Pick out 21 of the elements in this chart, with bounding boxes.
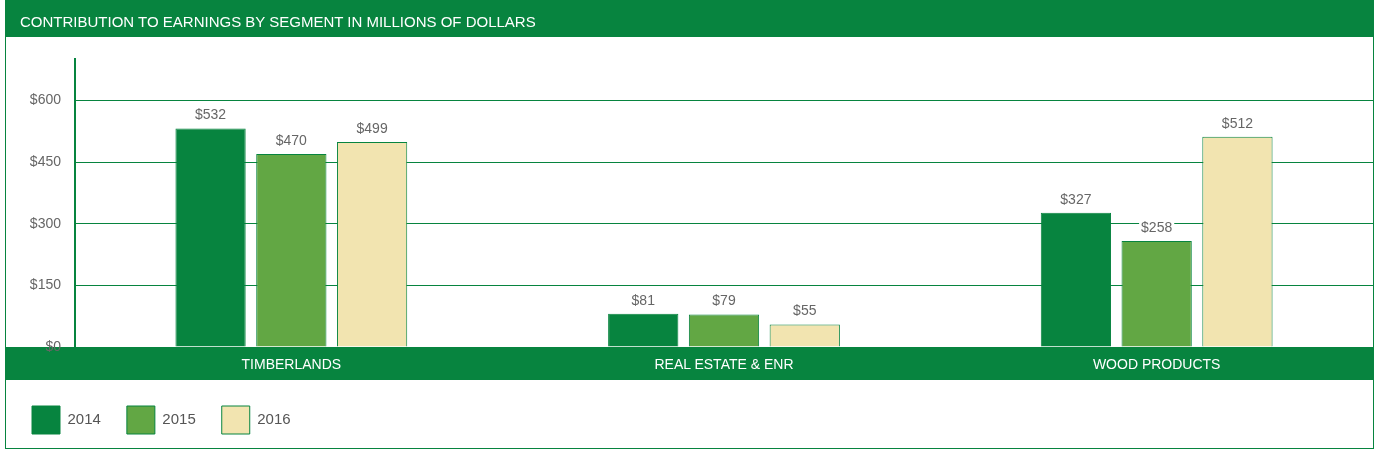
- data-label: $258: [1141, 218, 1173, 235]
- data-label: $470: [275, 131, 308, 148]
- data-label: $532: [194, 106, 227, 123]
- y-tick-label: $450: [29, 152, 62, 169]
- x-tick-label: WOOD PRODUCTS: [1092, 356, 1221, 373]
- x-tick-label: REAL ESTATE & ENR: [654, 356, 794, 373]
- data-label: $327: [1060, 190, 1092, 207]
- x-tick-label: TIMBERLANDS: [241, 356, 342, 373]
- data-label: $499: [356, 119, 388, 136]
- data-label: $81: [631, 291, 656, 308]
- data-label: $512: [1221, 114, 1254, 131]
- bar: [608, 313, 679, 347]
- y-tick-label: $300: [29, 214, 62, 231]
- y-tick-label: $600: [29, 91, 62, 108]
- legend-label: 2015: [162, 410, 196, 428]
- y-tick-label: $150: [29, 276, 62, 293]
- chart-title: CONTRIBUTION TO EARNINGS BY SEGMENT IN MILLIONS OF DOLLARS: [6, 0, 1373, 37]
- legend-label: 2014: [67, 410, 101, 428]
- data-label: $79: [712, 292, 736, 309]
- legend-label: 2016: [257, 410, 291, 428]
- data-label: $55: [793, 302, 817, 319]
